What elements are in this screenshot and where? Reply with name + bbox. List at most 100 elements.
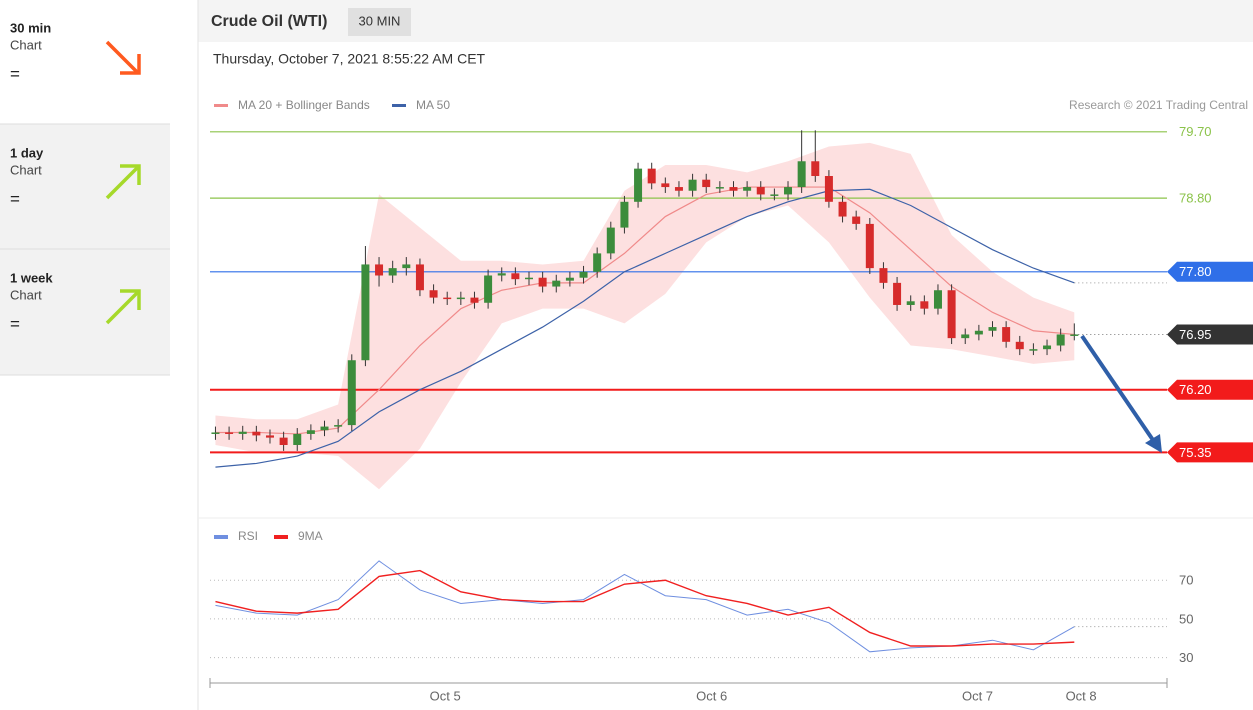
- candle-body: [456, 297, 465, 300]
- candle-body: [852, 216, 861, 224]
- timeframe[interactable]: 30 MIN: [359, 13, 401, 28]
- candle-body: [920, 301, 929, 309]
- status: =: [10, 189, 20, 208]
- candle-body: [470, 297, 479, 303]
- candle-body: [811, 161, 820, 177]
- candle-body: [947, 290, 956, 339]
- legend-swatch: [274, 535, 288, 539]
- candle-body: [538, 277, 547, 287]
- candle-body: [252, 431, 261, 436]
- candle-body: [770, 194, 779, 196]
- candle-body: [974, 330, 983, 335]
- level-label: 75.35: [1179, 445, 1212, 460]
- candle-body: [320, 426, 329, 431]
- candle-body: [879, 268, 888, 283]
- trend-arrow: [105, 40, 140, 75]
- candle-body: [729, 187, 738, 191]
- candle-body: [225, 432, 234, 434]
- status: =: [10, 64, 20, 83]
- candle-body: [497, 273, 506, 276]
- candle-body: [593, 253, 602, 272]
- candle-body: [579, 271, 588, 278]
- candle-body: [211, 432, 220, 434]
- candle-body: [688, 179, 697, 191]
- candle-body: [865, 223, 874, 269]
- candle-body: [784, 187, 793, 195]
- candle-body: [1056, 334, 1065, 346]
- timeframe-badge[interactable]: [348, 8, 411, 36]
- candle-body: [293, 433, 302, 445]
- candle-body: [334, 425, 343, 427]
- legend-swatch: [392, 104, 406, 107]
- legend-swatch: [214, 104, 228, 107]
- candle-body: [279, 437, 288, 445]
- candle-body: [306, 430, 315, 434]
- rsi-line: [215, 569, 1075, 647]
- trend-arrow-head: [120, 289, 141, 310]
- candle-body: [702, 179, 711, 188]
- candle-body: [715, 187, 724, 189]
- trend-arrow: [105, 290, 140, 325]
- candle-body: [552, 280, 561, 287]
- forecast-arrow: [1080, 334, 1157, 445]
- candle-body: [1015, 341, 1024, 350]
- candle-body: [893, 282, 902, 305]
- candle-body: [988, 327, 997, 331]
- candle-body: [238, 431, 247, 434]
- level-tag: [1167, 442, 1253, 463]
- period: 1 week: [10, 270, 53, 285]
- level-label: 76.95: [1179, 327, 1212, 342]
- x-tick-label: Oct 7: [962, 688, 993, 703]
- candle-body: [1043, 345, 1052, 350]
- level-label: 77.80: [1179, 264, 1212, 279]
- candle-body: [388, 268, 397, 276]
- overlay-line: [215, 188, 1075, 468]
- level-tag: [1167, 261, 1253, 282]
- level-tag: [1167, 324, 1253, 345]
- trend-arrow-head: [120, 54, 141, 75]
- legend-swatch: [214, 535, 228, 539]
- candle-body: [429, 290, 438, 298]
- candle-body: [661, 183, 670, 188]
- chart-link: Chart: [10, 37, 42, 52]
- candle-body: [443, 297, 452, 300]
- trend-arrow-head: [120, 164, 141, 185]
- level-tag: [1167, 379, 1253, 400]
- candle-body: [402, 264, 411, 269]
- candle-body: [1029, 349, 1038, 351]
- candle-body: [906, 301, 915, 305]
- y-tick-label: 50: [1179, 611, 1193, 626]
- candle-body: [1070, 334, 1079, 336]
- y-tick-label: 30: [1179, 650, 1193, 665]
- bollinger-band: [215, 142, 1075, 490]
- overlay-line: [215, 186, 1075, 435]
- level-label: 79.70: [1179, 124, 1212, 139]
- y-tick-label: 70: [1179, 573, 1193, 588]
- candle-body: [511, 273, 520, 280]
- candle-body: [565, 277, 574, 281]
- x-tick-label: Oct 8: [1066, 688, 1097, 703]
- candle-body: [606, 227, 615, 254]
- candle-body: [620, 201, 629, 228]
- candle-body: [824, 176, 833, 202]
- status: =: [10, 314, 20, 333]
- chart-link: Chart: [10, 162, 42, 177]
- candle-body: [961, 334, 970, 339]
- chart-link: Chart: [10, 287, 42, 302]
- candle-body: [838, 201, 847, 217]
- trend-arrow: [105, 165, 140, 200]
- rsi-line: [215, 560, 1075, 653]
- credit: Research © 2021 Trading Central: [1069, 98, 1248, 112]
- x-tick-label: Oct 5: [430, 688, 461, 703]
- legend-label: MA 20 + Bollinger Bands: [238, 98, 370, 112]
- candle-body: [484, 275, 493, 303]
- candle-body: [525, 277, 533, 280]
- period: 1 day: [10, 145, 44, 160]
- legend-label: 9MA: [298, 529, 323, 543]
- candle-body: [797, 161, 806, 188]
- candle-body: [415, 264, 424, 291]
- candle-body: [375, 264, 384, 276]
- candle-body: [634, 168, 643, 202]
- level-label: 78.80: [1179, 191, 1212, 206]
